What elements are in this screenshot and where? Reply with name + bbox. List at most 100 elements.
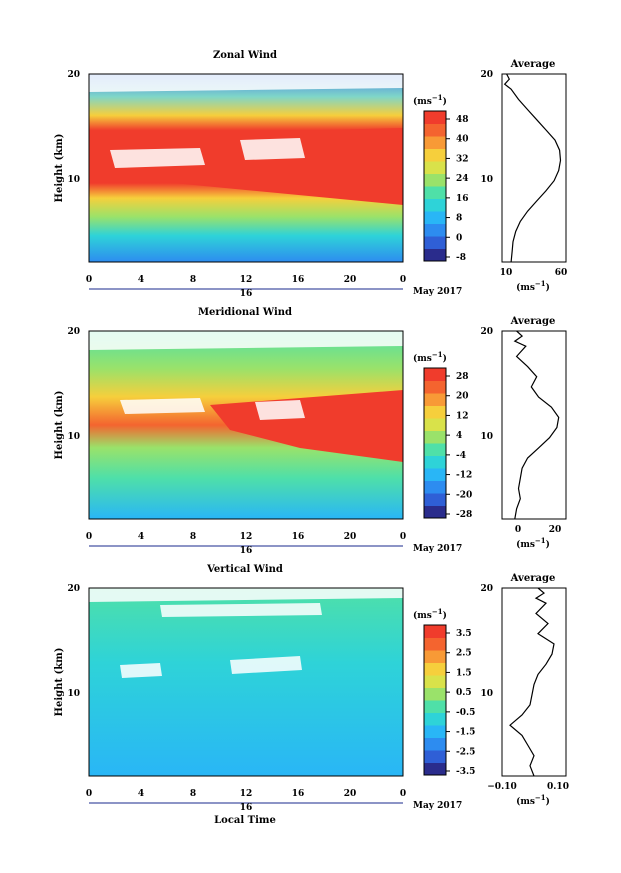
colorbar-tick-label: 48 [456,115,469,125]
colorbar-tick-label: 0.5 [456,688,472,698]
colorbar-swatch [424,737,446,751]
colorbar-swatch [424,625,446,638]
colorbar-swatch [424,148,446,162]
colorbar-tick-label: -12 [456,471,472,481]
x-tick: 0 [400,789,406,799]
meridional-colorbar-swatches [424,368,446,519]
zonal-month-label: May 2017 [413,287,462,297]
meridional-profile-frame [501,330,567,520]
colorbar-tick-label: 0 [456,233,462,243]
colorbar-swatch [424,161,446,174]
x-tick: 8 [190,789,196,799]
vertical-profile: Average 20 10 −0.10 0.10 (ms−1) [480,573,568,807]
vertical-missing-data [89,588,403,678]
meridional-date-label: 16 [240,546,253,556]
zonal-date-label: 16 [240,289,253,299]
colorbar-swatch [424,430,446,444]
colorbar-swatch [424,675,446,688]
vertical-title: Vertical Wind [206,564,283,575]
colorbar-swatch [424,236,446,249]
meridional-y-tick: 20 [67,327,80,337]
x-tick: 8 [190,275,196,285]
colorbar-tick-label: -1.5 [456,728,475,738]
colorbar-swatch [424,405,446,419]
vertical-colorbar-unit: (ms−1) [413,607,447,621]
zonal-y-label: Height (km) [54,134,65,203]
colorbar-swatch [424,211,446,224]
zonal-profile-title: Average [510,59,556,70]
vertical-y-tick: 10 [67,689,80,699]
colorbar-swatch [424,762,446,776]
colorbar-swatch [424,750,446,763]
colorbar-swatch [424,687,446,701]
x-tick: 12 [240,275,253,285]
vertical-colorbar-frame [423,624,447,776]
x-tick: 16 [292,532,305,542]
zonal-profile-frame [501,73,567,263]
panel-vertical: Vertical Wind 20 10 Height (km) 0 4 8 12… [54,564,569,826]
vertical-colorbar: (ms−1) 3.5 2.5 1.5 0.5 -0.5 -1.5 -2.5 -3.5 [413,607,475,777]
colorbar-tick-label: 20 [456,392,469,402]
colorbar-tick-label: 8 [456,214,462,224]
colorbar-tick-label: 3.5 [456,629,472,639]
x-tick: 0 [86,789,92,799]
colorbar-tick-label: -0.5 [456,708,475,718]
x-tick: 0 [86,532,92,542]
x-tick: 20 [344,532,357,542]
colorbar-swatch [424,418,446,431]
zonal-title: Zonal Wind [213,50,277,61]
meridional-y-tick: 10 [67,432,80,442]
colorbar-tick-label: 4 [456,431,462,441]
vertical-y-label: Height (km) [54,648,65,717]
colorbar-swatch [424,455,446,469]
colorbar-tick-label: -28 [456,510,472,520]
colorbar-tick-label: -4 [456,451,466,461]
zonal-colorbar-swatches [424,111,446,262]
vertical-axes-frame [88,587,404,777]
vertical-profile-x-tick: 0.10 [547,782,569,792]
colorbar-tick-label: -20 [456,490,472,500]
meridional-missing-data [89,331,403,420]
vertical-colorbar-swatches [424,625,446,776]
colorbar-tick-label: 12 [456,411,469,421]
colorbar-swatch [424,493,446,506]
meridional-profile-y-tick: 10 [480,432,493,442]
zonal-colorbar: (ms−1) 48 40 32 24 16 8 0 -8 [413,93,469,263]
x-tick: 4 [138,789,144,799]
colorbar-tick-label: 40 [456,135,469,145]
meridional-y-label: Height (km) [54,391,65,460]
vertical-profile-frame [501,587,567,777]
colorbar-swatch [424,637,446,651]
colorbar-tick-label: 24 [456,174,469,184]
meridional-colorbar-labels: 28 20 12 4 -4 -12 -20 -28 [446,372,472,520]
zonal-profile: Average 20 10 10 60 (ms−1) [480,59,567,293]
colorbar-tick-label: 16 [456,194,469,204]
zonal-jet-core [89,128,403,205]
colorbar-swatch [424,662,446,676]
zonal-colorbar-unit: (ms−1) [413,93,447,107]
zonal-profile-y-tick: 10 [480,175,493,185]
colorbar-swatch [424,700,446,713]
colorbar-swatch [424,223,446,237]
colorbar-tick-label: 32 [456,154,469,164]
panel-zonal: Zonal Wind 20 10 Height (km) 0 4 8 12 16… [54,50,567,299]
x-tick: 20 [344,275,357,285]
colorbar-swatch [424,393,446,406]
vertical-profile-x-tick: −0.10 [487,782,516,792]
zonal-x-ticks: 0 4 8 12 16 20 0 [86,275,406,285]
vertical-heatmap-background [89,588,403,776]
x-tick: 0 [86,275,92,285]
meridional-profile: Average 20 10 0 20 (ms−1) [480,316,567,550]
colorbar-swatch [424,136,446,149]
colorbar-swatch [424,712,446,726]
meridional-profile-line [513,330,560,520]
colorbar-swatch [424,480,446,494]
meridional-profile-x-tick: 0 [515,525,521,535]
zonal-colorbar-frame [423,110,447,262]
colorbar-tick-label: 1.5 [456,668,472,678]
colorbar-swatch [424,198,446,212]
colorbar-swatch [424,380,446,394]
colorbar-swatch [424,248,446,262]
vertical-profile-title: Average [510,573,556,584]
